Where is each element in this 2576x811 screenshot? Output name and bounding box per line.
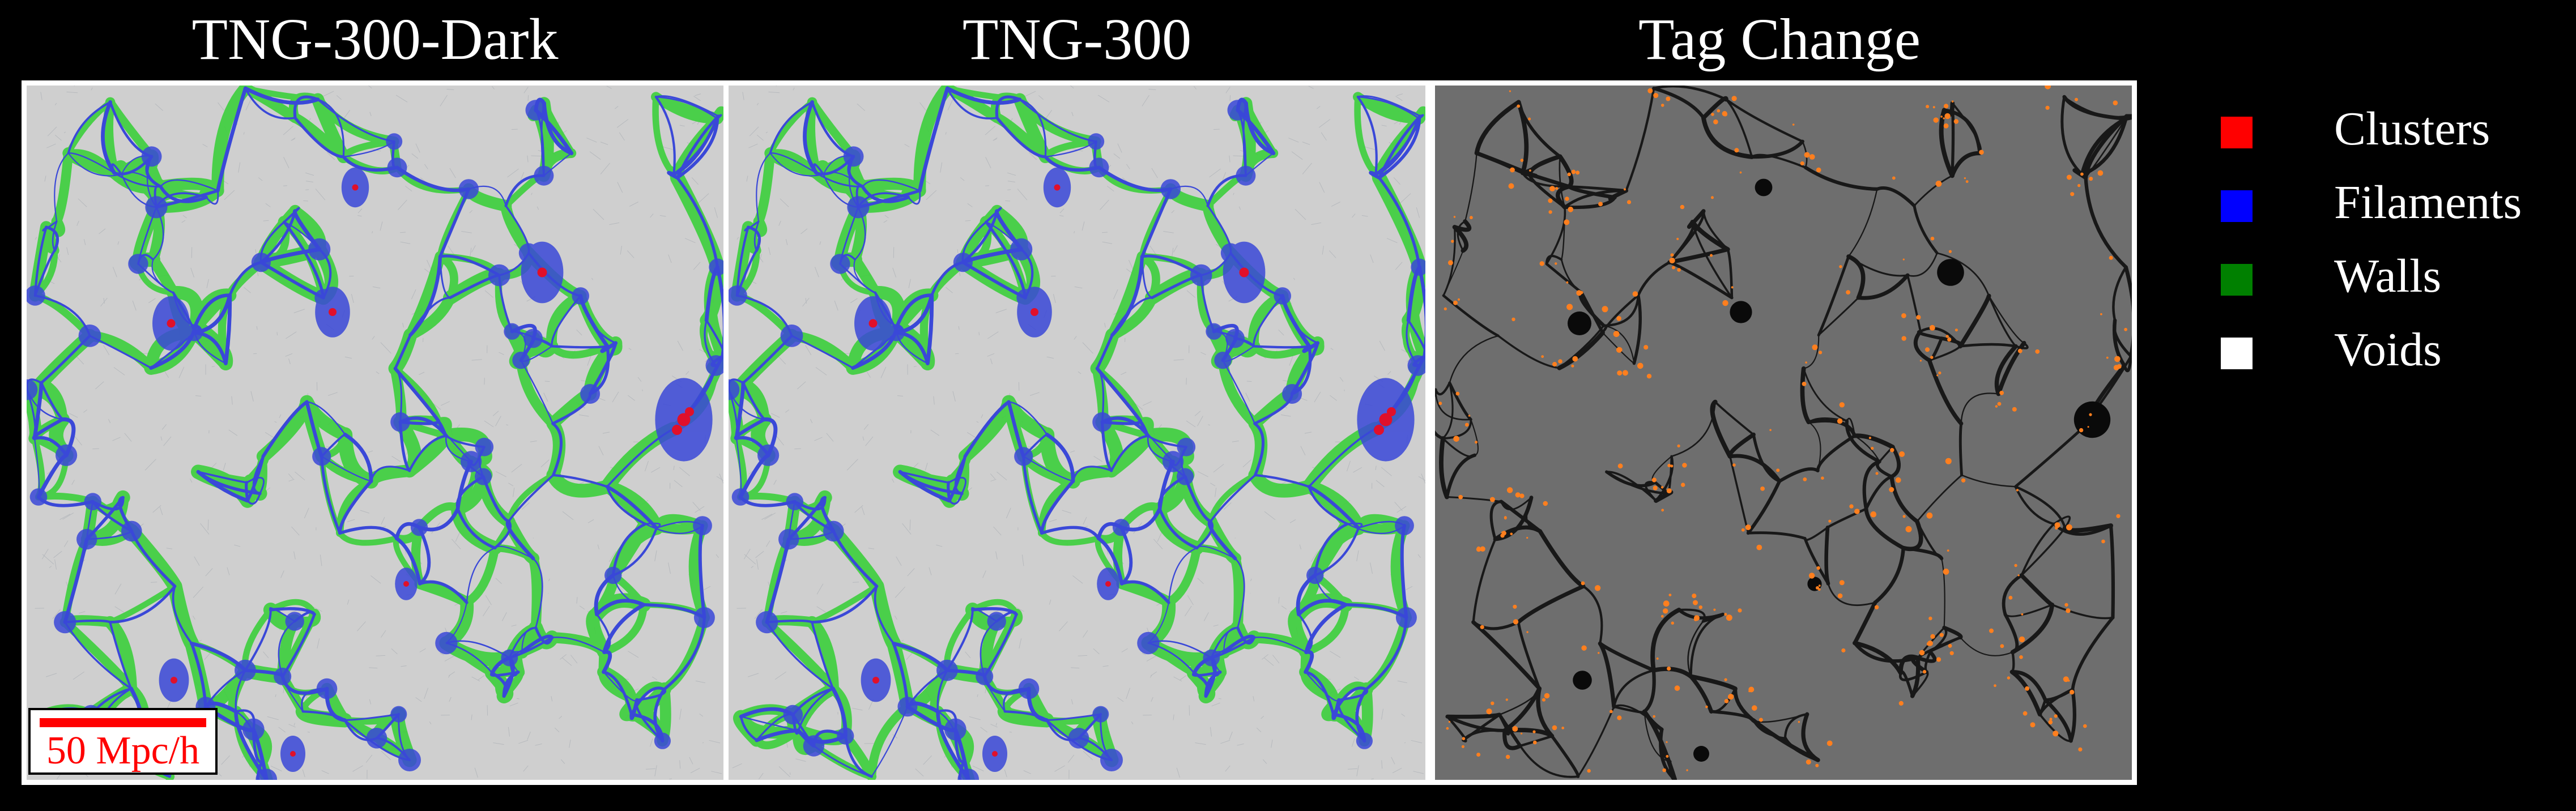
cosmic-web-map-tng300 [729,86,1425,780]
panel-tng300 [729,86,1425,780]
legend-item-clusters: Clusters [2221,96,2561,170]
legend-label-walls: Walls [2334,250,2442,302]
panel-title-tag-change: Tag Change [1638,7,1921,72]
legend: Clusters Filaments Walls Voids [2221,96,2561,391]
panel-tag-change [1435,86,2132,780]
legend-item-voids: Voids [2221,317,2561,391]
scalebar-line [40,718,206,727]
panel-title-tng300-dark: TNG-300-Dark [191,7,559,72]
scalebar: 50 Mpc/h [28,708,218,775]
tag-change-map [1435,86,2132,780]
legend-swatch-filaments [2221,190,2253,222]
legend-swatch-voids [2221,338,2253,369]
cosmic-web-map-tng300-dark [27,86,723,780]
legend-swatch-walls [2221,264,2253,296]
legend-swatch-clusters [2221,117,2253,148]
legend-label-filaments: Filaments [2334,176,2522,229]
panel-title-tng300: TNG-300 [962,7,1192,72]
panel-tng300-dark [27,86,723,780]
scalebar-label: 50 Mpc/h [46,729,200,772]
legend-item-filaments: Filaments [2221,170,2561,244]
legend-label-clusters: Clusters [2334,103,2490,155]
legend-item-walls: Walls [2221,244,2561,317]
legend-label-voids: Voids [2334,323,2442,376]
